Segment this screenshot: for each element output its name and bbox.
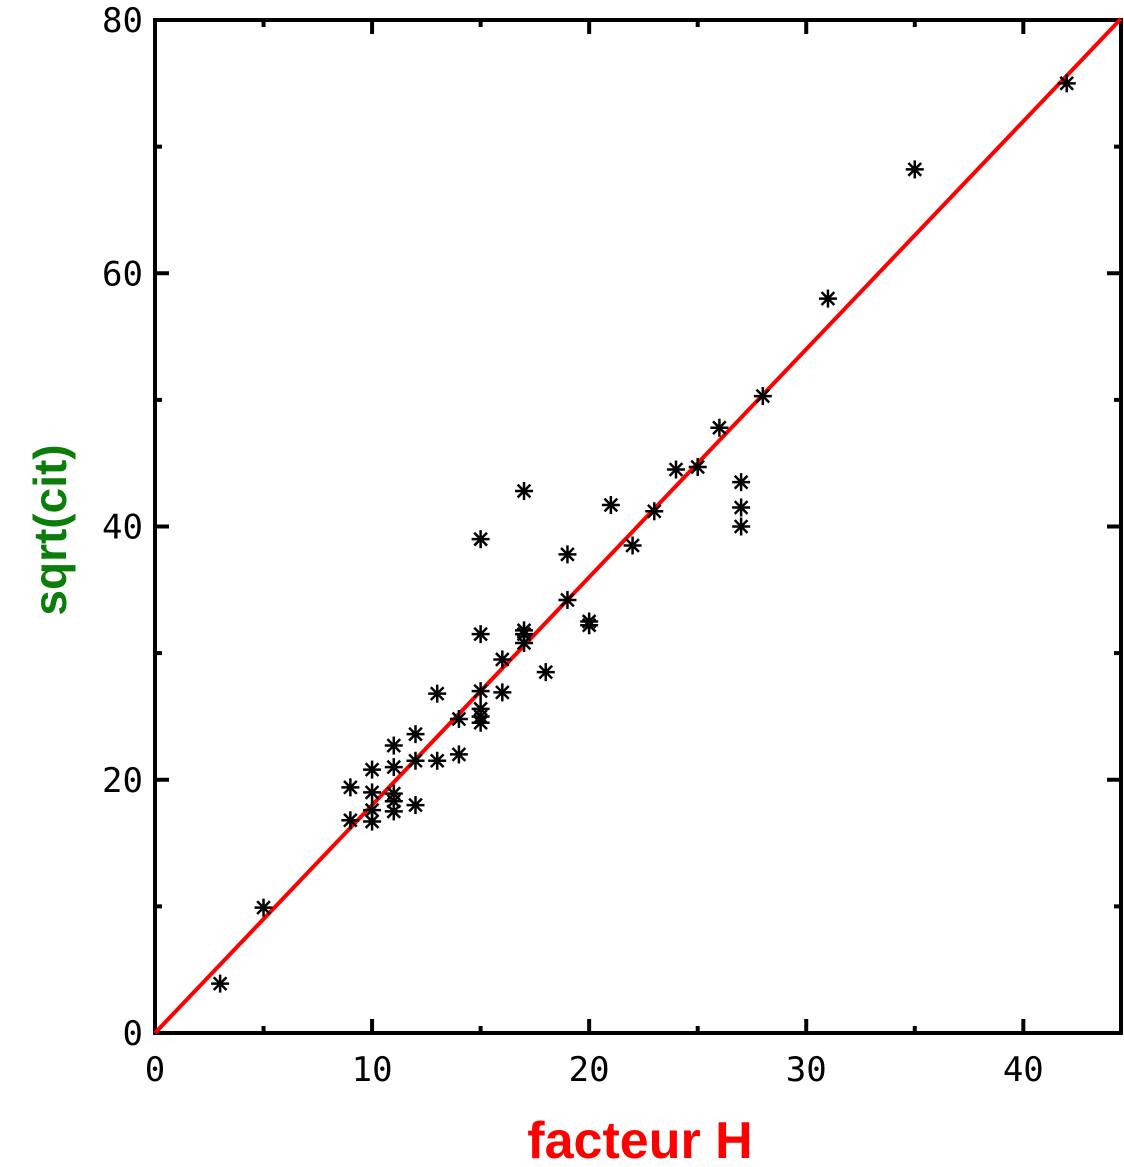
y-tick-label: 80 — [102, 1, 143, 41]
data-point — [580, 612, 599, 631]
data-point — [384, 758, 403, 777]
data-point — [645, 502, 664, 521]
y-tick-label: 0 — [123, 1014, 143, 1054]
x-axis-title: facteur H — [527, 1112, 752, 1167]
data-point — [558, 590, 577, 609]
y-tick-label: 60 — [102, 254, 143, 294]
data-point — [384, 784, 403, 803]
x-tick-label: 0 — [145, 1050, 165, 1090]
data-point — [710, 418, 729, 437]
y-axis-title: sqrt(cit) — [24, 444, 76, 615]
y-tick-label: 20 — [102, 761, 143, 801]
data-point — [558, 545, 577, 564]
data-point — [406, 725, 425, 744]
data-point — [341, 811, 360, 830]
data-point — [1057, 74, 1076, 93]
data-point — [428, 751, 447, 770]
data-point — [363, 783, 382, 802]
data-point — [363, 801, 382, 820]
data-point — [666, 460, 685, 479]
data-point — [688, 457, 707, 476]
data-points — [211, 74, 1076, 993]
data-point — [363, 760, 382, 779]
data-point — [471, 699, 490, 718]
data-point — [449, 709, 468, 728]
fit-line-group — [153, 17, 1123, 1035]
data-point — [732, 473, 751, 492]
data-point — [406, 796, 425, 815]
data-point — [905, 160, 924, 179]
y-tick-label: 40 — [102, 508, 143, 548]
axis-ticks: 0 10 20 30 40 0 20 40 60 80 — [102, 1, 1121, 1090]
data-point — [515, 621, 534, 640]
x-tick-label: 10 — [352, 1050, 393, 1090]
data-point — [406, 751, 425, 770]
data-point — [493, 650, 512, 669]
data-point — [341, 778, 360, 797]
data-point — [601, 495, 620, 514]
fit-line — [153, 17, 1123, 1035]
data-point — [515, 482, 534, 501]
data-point — [536, 663, 555, 682]
data-point — [623, 536, 642, 555]
data-point — [449, 745, 468, 764]
x-tick-label: 40 — [1003, 1050, 1044, 1090]
data-point — [818, 289, 837, 308]
data-point — [211, 974, 230, 993]
data-point — [471, 530, 490, 549]
data-point — [493, 683, 512, 702]
data-point — [384, 736, 403, 755]
x-tick-label: 20 — [569, 1050, 610, 1090]
data-point — [428, 684, 447, 703]
x-tick-label: 30 — [786, 1050, 827, 1090]
data-point — [732, 498, 751, 517]
data-point — [753, 387, 772, 406]
data-point — [732, 517, 751, 536]
data-point — [471, 682, 490, 701]
data-point — [471, 625, 490, 644]
data-point — [254, 898, 273, 917]
